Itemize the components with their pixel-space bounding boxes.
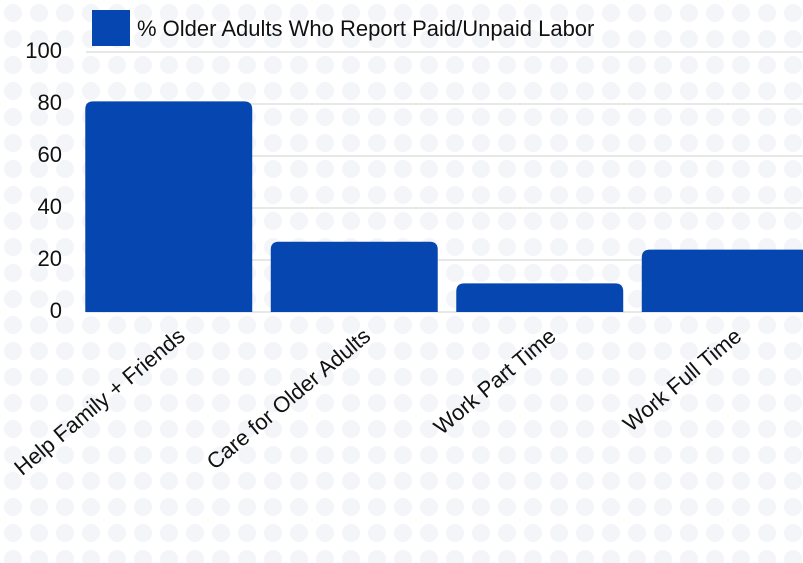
legend-swatch (92, 10, 130, 46)
y-tick-label: 100 (25, 38, 62, 63)
y-tick-label: 40 (38, 194, 62, 219)
legend-label: % Older Adults Who Report Paid/Unpaid La… (137, 16, 594, 41)
bar (641, 249, 803, 312)
bar (270, 241, 438, 312)
y-tick-label: 60 (38, 142, 62, 167)
bar (456, 283, 624, 312)
y-tick-label: 20 (38, 246, 62, 271)
y-tick-label: 0 (50, 298, 62, 323)
bar (85, 101, 253, 313)
y-tick-label: 80 (38, 90, 62, 115)
